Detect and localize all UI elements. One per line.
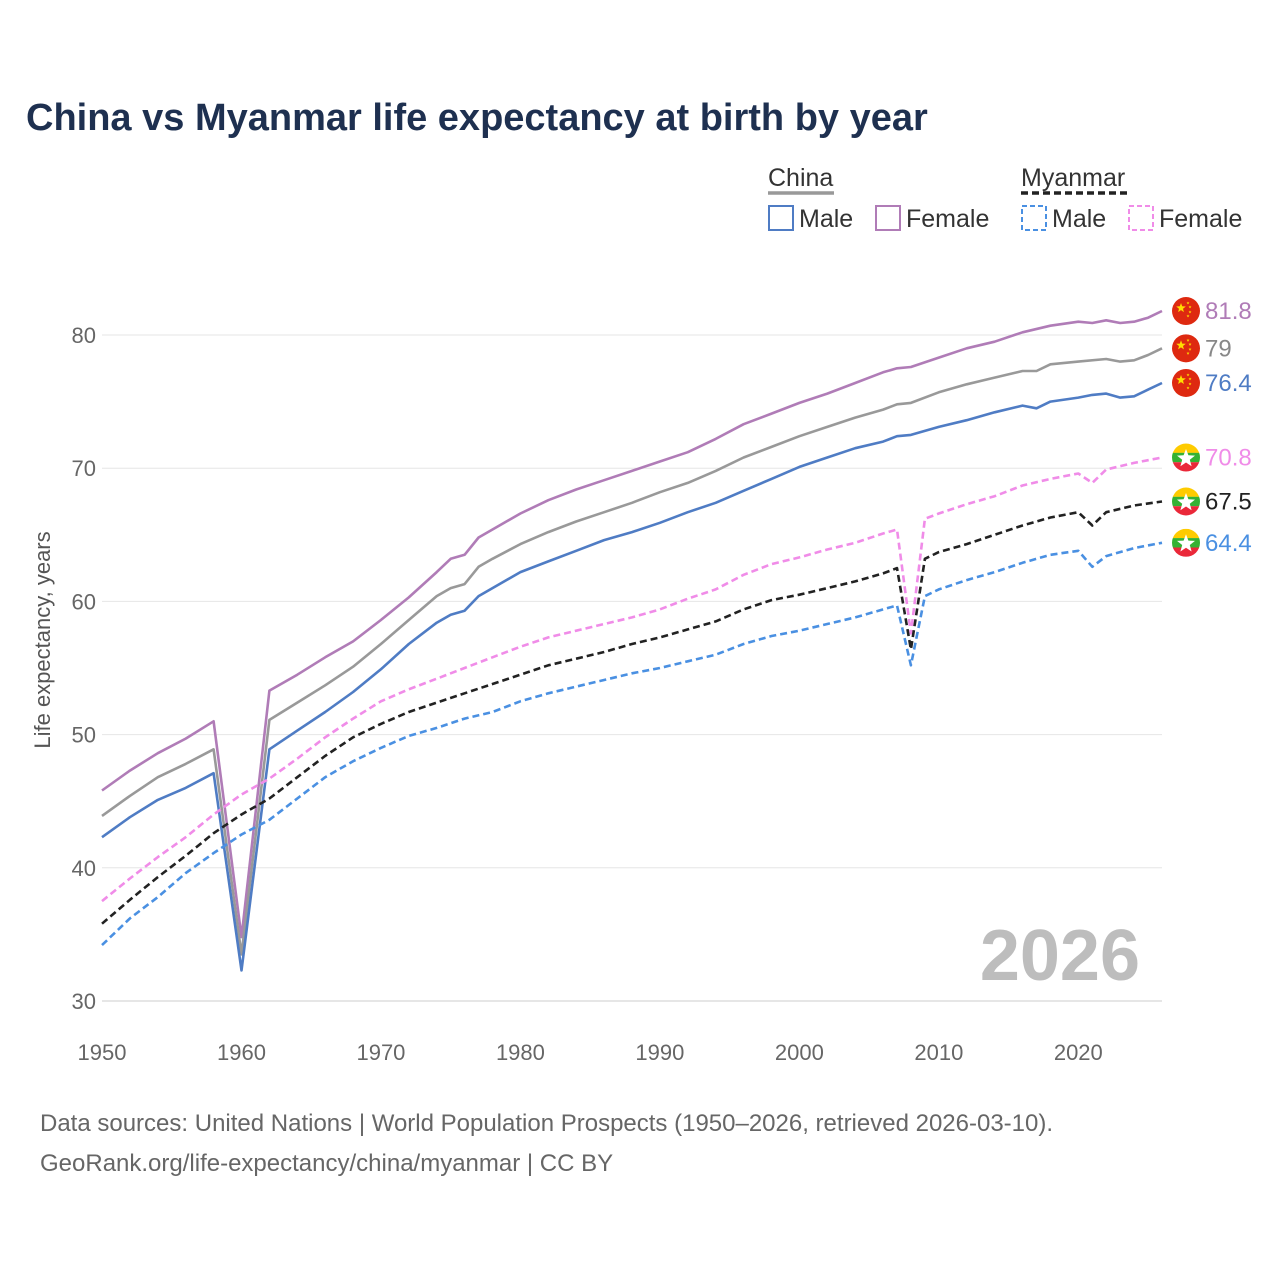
myanmar-male-end-label: 64.4	[1172, 528, 1252, 557]
legend-swatch-myanmar-male	[1021, 205, 1047, 231]
legend-item-china-female: Female	[906, 205, 989, 233]
myanmar-total-value: 67.5	[1205, 489, 1252, 516]
myanmar-female-value: 70.8	[1205, 445, 1252, 472]
y-tick-label: 60	[72, 589, 96, 614]
china-flag-icon	[1172, 297, 1200, 326]
legend: China Male Female Myanmar Male Female	[768, 164, 1242, 233]
myanmar-female-end-label: 70.8	[1172, 443, 1252, 472]
legend-swatch-china-male	[768, 205, 794, 231]
china-flag-icon	[1172, 334, 1200, 363]
series-lines	[101, 309, 1163, 972]
china-female-value: 81.8	[1205, 298, 1252, 325]
china-total-value: 79	[1205, 335, 1232, 362]
source-line-1: Data sources: United Nations | World Pop…	[40, 1110, 1053, 1137]
chart-title: China vs Myanmar life expectancy at birt…	[26, 97, 928, 139]
x-axis-ticks: 1950 1960 1970 1980 1990 2000 2010 2020	[78, 1040, 1103, 1065]
y-tick-label: 40	[72, 856, 96, 881]
legend-swatch-china-female	[875, 205, 901, 231]
legend-swatch-myanmar-female	[1128, 205, 1154, 231]
china-female-line	[101, 309, 1163, 939]
x-tick-label: 2020	[1054, 1040, 1103, 1065]
y-axis-ticks: 30 40 50 60 70 80	[72, 323, 96, 1014]
myanmar-flag-icon	[1172, 443, 1200, 472]
myanmar-flag-icon	[1172, 528, 1200, 557]
legend-group-china: China	[768, 164, 833, 192]
legend-item-china-male: Male	[799, 205, 853, 233]
china-total-line	[101, 347, 1163, 956]
myanmar-female-line	[101, 456, 1163, 903]
gridlines	[102, 334, 1162, 1002]
x-tick-label: 1970	[356, 1040, 405, 1065]
y-tick-label: 30	[72, 989, 96, 1014]
x-tick-label: 1950	[78, 1040, 127, 1065]
myanmar-male-line	[101, 541, 1163, 947]
legend-item-myanmar-female: Female	[1159, 205, 1242, 233]
legend-item-myanmar-male: Male	[1052, 205, 1106, 233]
current-year-watermark: 2026	[980, 916, 1140, 996]
china-female-end-label: 81.8	[1172, 297, 1252, 326]
x-tick-label: 2010	[914, 1040, 963, 1065]
myanmar-male-value: 64.4	[1205, 530, 1252, 557]
china-male-line	[101, 381, 1163, 972]
end-labels: 81.8 79 76.4 70.8 67.5 64.4	[1172, 297, 1252, 557]
china-male-end-label: 76.4	[1172, 368, 1252, 397]
y-tick-label: 70	[72, 456, 96, 481]
china-flag-icon	[1172, 368, 1200, 397]
x-tick-label: 1960	[217, 1040, 266, 1065]
myanmar-flag-icon	[1172, 487, 1200, 516]
china-male-value: 76.4	[1205, 370, 1252, 397]
y-axis-label: Life expectancy, years	[30, 531, 55, 748]
x-tick-label: 1990	[635, 1040, 684, 1065]
x-tick-label: 1980	[496, 1040, 545, 1065]
y-tick-label: 50	[72, 723, 96, 748]
myanmar-total-line	[101, 500, 1163, 925]
china-total-end-label: 79	[1172, 334, 1232, 363]
myanmar-total-end-label: 67.5	[1172, 487, 1252, 516]
legend-group-myanmar: Myanmar	[1021, 164, 1125, 192]
source-line-2: GeoRank.org/life-expectancy/china/myanma…	[40, 1150, 613, 1177]
y-tick-label: 80	[72, 323, 96, 348]
x-tick-label: 2000	[775, 1040, 824, 1065]
